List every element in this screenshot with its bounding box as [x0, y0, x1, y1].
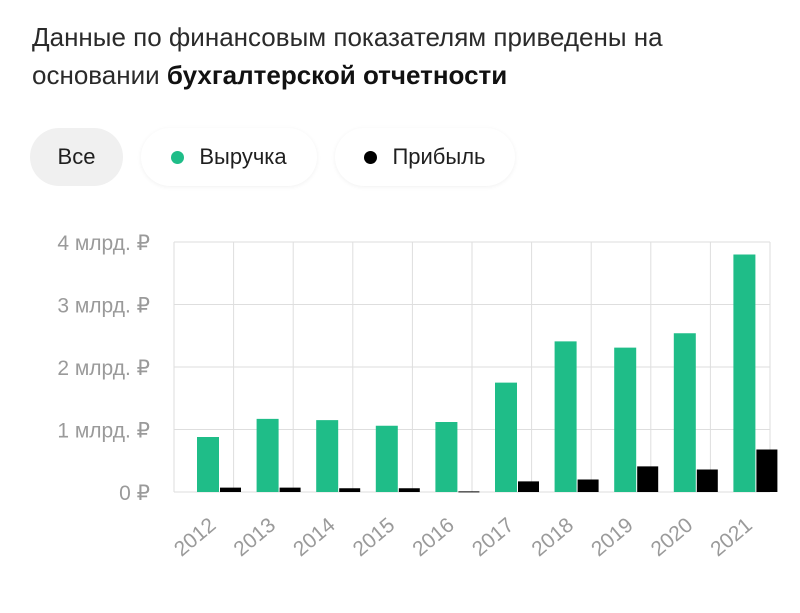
revenue-bar: [197, 437, 219, 492]
y-tick-label: 3 млрд. ₽: [57, 295, 150, 318]
profit-bar: [518, 481, 539, 492]
profit-bar: [577, 479, 599, 492]
revenue-bar: [256, 418, 279, 492]
revenue-dot-icon: [171, 150, 185, 164]
x-tick-label: 2018: [527, 513, 578, 561]
profit-dot-icon: [364, 150, 378, 164]
profit-bar: [756, 449, 778, 492]
filter-all-button[interactable]: Все: [30, 128, 123, 186]
x-tick-label: 2021: [706, 513, 757, 561]
heading-line-2-regular: основании: [32, 60, 167, 90]
x-tick-label: 2020: [647, 513, 698, 561]
filter-profit-label: Прибыль: [392, 144, 486, 169]
revenue-bar: [495, 382, 517, 492]
financial-bar-chart: 0 ₽ 1 млрд. ₽ 2 млрд. ₽ 3 млрд. ₽ 4 млрд. ₽ 2…: [57, 232, 778, 561]
x-tick-label: 2019: [587, 513, 638, 561]
y-tick-label: 4 млрд. ₽: [57, 232, 150, 255]
revenue-bar: [614, 347, 637, 492]
revenue-bar: [435, 422, 458, 492]
page-heading: Данные по финансовым показателям приведе…: [32, 18, 772, 94]
profit-bar: [398, 488, 420, 492]
revenue-bar: [554, 341, 577, 492]
profit-bar: [279, 487, 301, 492]
profit-bar: [458, 491, 480, 493]
x-tick-label: 2015: [349, 513, 400, 561]
heading-line-1: Данные по финансовым показателям приведе…: [32, 22, 663, 52]
filter-revenue-button[interactable]: Выручка: [141, 128, 317, 186]
y-tick-label: 2 млрд. ₽: [57, 357, 150, 380]
profit-bar: [696, 469, 718, 492]
y-tick-label: 1 млрд. ₽: [57, 420, 150, 443]
x-tick-label: 2016: [408, 513, 459, 561]
profit-bar: [339, 488, 361, 492]
filter-profit-button[interactable]: Прибыль: [335, 128, 515, 186]
revenue-bar: [316, 420, 339, 492]
filter-revenue-label: Выручка: [199, 144, 287, 169]
heading-line-2: основании бухгалтерской отчетности: [32, 56, 772, 94]
x-tick-label: 2013: [229, 513, 280, 561]
profit-bar: [220, 487, 241, 492]
revenue-bar: [375, 425, 398, 492]
revenue-bar: [673, 333, 696, 492]
revenue-bar: [733, 254, 756, 492]
filter-all-label: Все: [57, 144, 96, 169]
x-tick-label: 2017: [468, 513, 519, 561]
profit-bar: [637, 466, 659, 492]
heading-line-2-bold: бухгалтерской отчетности: [166, 60, 508, 90]
x-tick-label: 2012: [170, 513, 221, 561]
y-tick-label: 0 ₽: [119, 482, 150, 505]
x-tick-label: 2014: [289, 513, 340, 561]
